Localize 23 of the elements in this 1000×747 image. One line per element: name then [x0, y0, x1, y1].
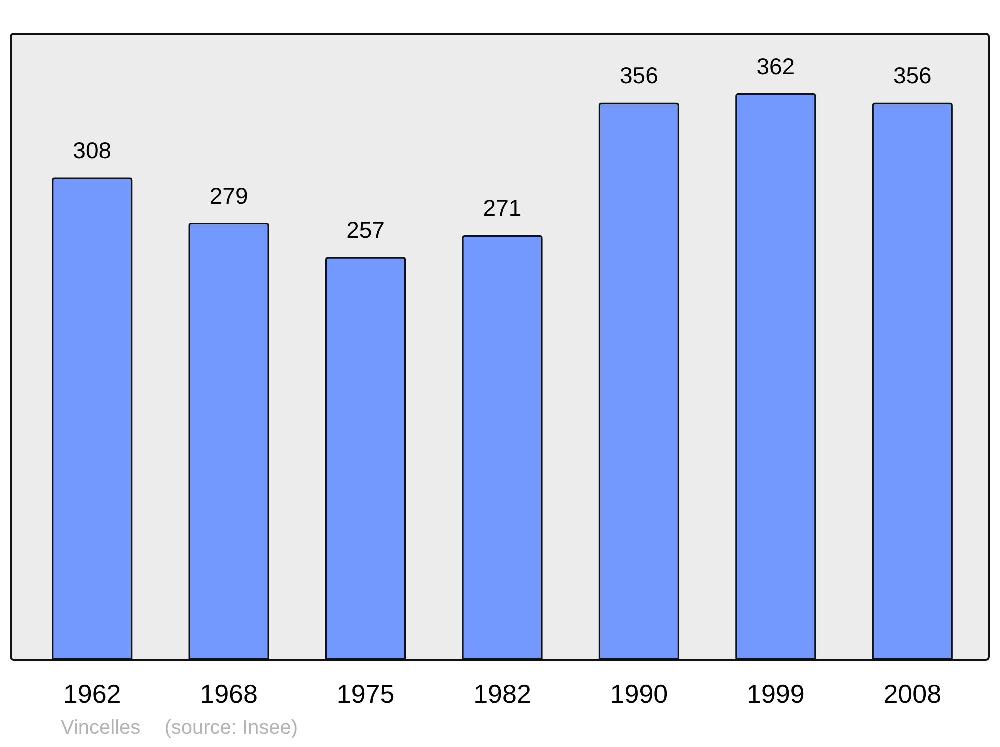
bar: [188, 222, 270, 659]
bar: [736, 93, 816, 659]
x-tick-label: 2008: [884, 679, 942, 709]
data-label: 308: [73, 138, 112, 164]
data-label: 362: [756, 53, 796, 80]
text: Vincelles: [61, 717, 141, 740]
x-tick-label: 1975: [336, 679, 395, 709]
x-tick-label: 1990: [610, 679, 668, 709]
text: (source: Insee): [164, 717, 298, 740]
data-label: 356: [893, 62, 932, 89]
data-label: 279: [210, 182, 248, 209]
bar: [598, 102, 680, 659]
data-label: 257: [346, 217, 385, 244]
data-label: 356: [620, 62, 658, 89]
x-tick-label: 1982: [474, 679, 532, 709]
x-tick-label: 1962: [63, 679, 122, 709]
x-tick-label: 1999: [747, 679, 805, 709]
bar: [325, 257, 406, 659]
data-label: 271: [483, 195, 522, 222]
x-tick-label: 1968: [200, 679, 258, 709]
bar: [462, 235, 543, 659]
bar: [872, 102, 953, 659]
bar: [52, 178, 133, 659]
